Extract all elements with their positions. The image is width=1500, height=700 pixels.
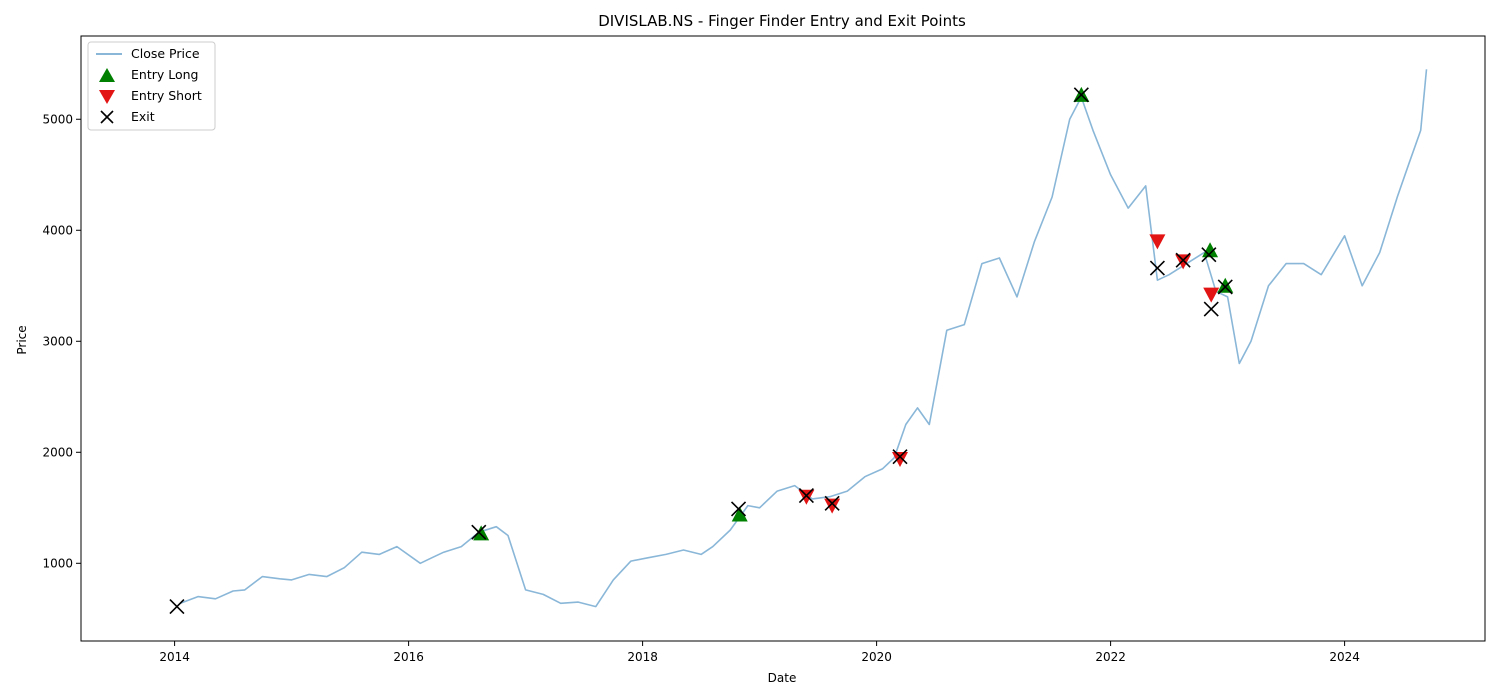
exit-marker [1217, 279, 1233, 295]
x-tick-label: 2018 [627, 650, 658, 664]
entry-short-marker [1175, 254, 1192, 270]
close-price-line [180, 69, 1428, 608]
legend: Close Price Entry Long Entry Short Exit [87, 41, 216, 131]
x-tick-label: 2014 [159, 650, 190, 664]
legend-entry-short-marker [99, 90, 115, 104]
x-tick-label: 2016 [393, 650, 424, 664]
entry-short-marker [798, 489, 815, 505]
entry-short-marker [1149, 234, 1166, 250]
exit-marker [730, 501, 747, 517]
exit-marker [1073, 87, 1089, 103]
legend-entry-long-label: Entry Long [131, 67, 198, 82]
legend-exit-marker [100, 110, 114, 124]
y-tick-label: 4000 [42, 223, 73, 237]
x-axis-label: Date [768, 671, 797, 685]
y-tick-label: 3000 [42, 334, 73, 348]
y-tick-label: 2000 [42, 445, 73, 459]
exit-marker [1203, 301, 1219, 317]
chart-title: DIVISLAB.NS - Finger Finder Entry and Ex… [598, 12, 966, 30]
entry-short-marker [824, 498, 841, 514]
x-tick-label: 2020 [861, 650, 892, 664]
entry-long-marker [473, 525, 490, 541]
legend-close-price-label: Close Price [131, 46, 200, 61]
entry-long-marker [1217, 277, 1234, 293]
legend-exit-label: Exit [131, 109, 155, 124]
x-axis: 2014 2016 2018 2020 2022 2024 [159, 641, 1360, 664]
legend-entry-long-marker [99, 68, 115, 82]
legend-box [87, 41, 216, 131]
exit-marker [1201, 247, 1217, 263]
marker-group [169, 86, 1234, 615]
exit-marker [471, 524, 487, 540]
exit-marker [892, 449, 908, 465]
exit-marker [824, 495, 840, 511]
plot-area [80, 35, 1486, 642]
entry-short-marker [892, 451, 908, 467]
entry-long-marker [1202, 242, 1219, 258]
x-tick-label: 2022 [1095, 650, 1126, 664]
exit-marker [1149, 260, 1165, 276]
y-axis-label: Price [15, 325, 29, 354]
exit-marker [798, 488, 814, 504]
close-price-line-group [180, 69, 1428, 608]
exit-marker [1175, 252, 1191, 268]
legend-entry-short-label: Entry Short [131, 88, 202, 103]
entry-short-marker [1203, 287, 1220, 303]
y-tick-label: 1000 [42, 556, 73, 570]
y-tick-label: 5000 [42, 112, 73, 126]
entry-long-marker [731, 506, 748, 522]
exit-marker [169, 599, 185, 615]
x-tick-label: 2024 [1329, 650, 1360, 664]
y-axis: 1000 2000 3000 4000 5000 [42, 112, 81, 570]
